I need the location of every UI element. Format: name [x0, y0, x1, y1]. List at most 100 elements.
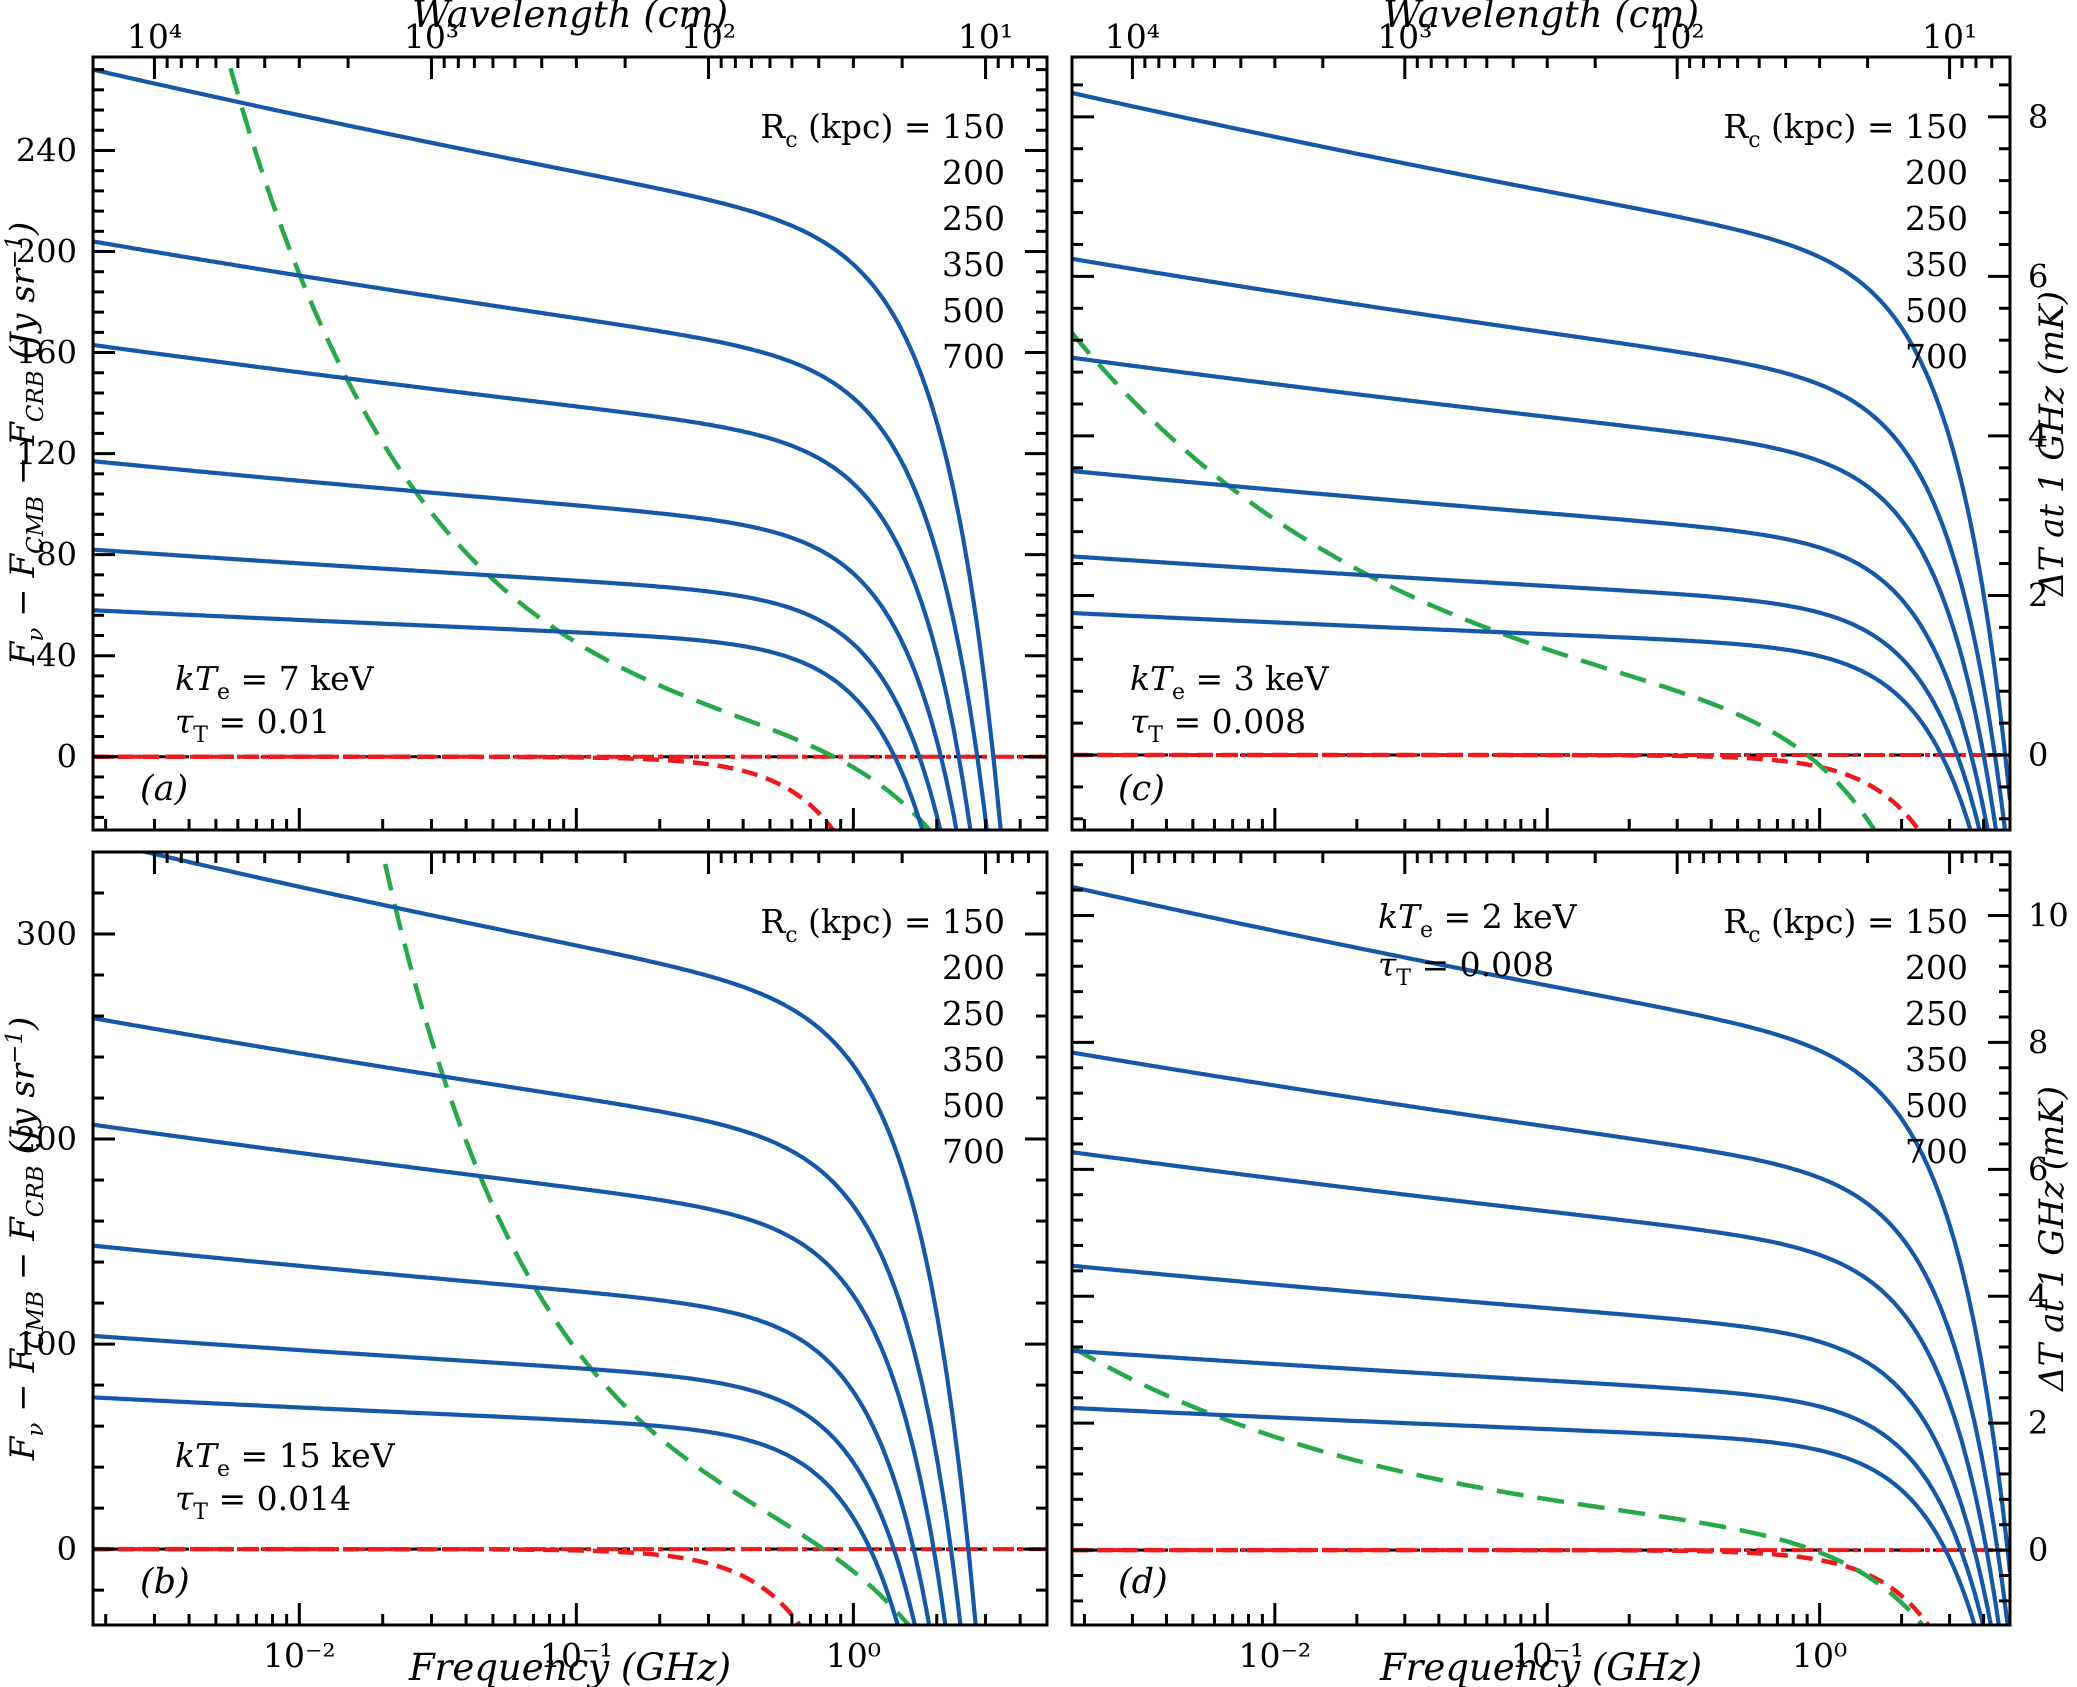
- blue-curve-rc-500: [93, 1333, 918, 1625]
- blue-curve-rc-700: [1072, 610, 1973, 830]
- wavelength-tick-label: 10⁴: [1105, 17, 1160, 56]
- curves-d: [1072, 884, 2010, 1625]
- y-tick-label: 6: [2028, 1150, 2048, 1188]
- red-dashed-curve: [1072, 752, 1922, 830]
- legend-rc-value: 350: [1905, 1040, 1968, 1079]
- y-tick-label: 0: [2028, 736, 2048, 774]
- legend-rc-value: 200: [942, 153, 1005, 192]
- legend-rc-value: 250: [1905, 994, 1968, 1033]
- y-tick-label: 10: [2028, 896, 2069, 934]
- y-tick-label: 200: [16, 233, 77, 271]
- y-tick-label: 4: [2028, 1277, 2048, 1315]
- frequency-tick-label: 10⁰: [1792, 1636, 1847, 1675]
- blue-curve-rc-200: [1072, 256, 2008, 830]
- wavelength-tick-label: 10³: [404, 17, 459, 56]
- red-dashed-curve: [93, 1546, 803, 1625]
- annotation-tau-b: τT = 0.014: [175, 1479, 351, 1525]
- blue-curve-rc-150: [93, 67, 1003, 830]
- blue-curve-rc-250: [93, 342, 973, 830]
- legend-rc-value: 700: [1905, 1132, 1968, 1171]
- blue-curve-rc-200: [93, 1016, 963, 1625]
- y-tick-label: 0: [2028, 1531, 2048, 1569]
- legend-rc-title: Rc (kpc) = 150: [760, 107, 1005, 153]
- wavelength-tick-label: 10³: [1377, 17, 1432, 56]
- blue-curve-rc-250: [1072, 355, 1999, 830]
- flux-axis-title-bottom: Fν − FCMB − FCRB (Jy sr−1): [2, 1017, 49, 1461]
- legend-rc-value: 500: [1905, 1086, 1968, 1125]
- blue-curve-rc-350: [93, 459, 959, 830]
- ticks-c: [1072, 57, 2010, 830]
- frequency-tick-label: 10⁻¹: [1511, 1636, 1584, 1675]
- y-tick-label: 0: [57, 1530, 77, 1568]
- y-tick-label: 40: [36, 637, 77, 675]
- curves-b: [93, 852, 1047, 1625]
- y-tick-label: 8: [2028, 98, 2048, 136]
- blue-curve-rc-350: [1072, 1263, 1993, 1625]
- blue-curve-rc-700: [1072, 1405, 1977, 1625]
- legend-rc-value: 200: [942, 948, 1005, 987]
- wavelength-axis-title-left: Wavelength (cm): [412, 0, 728, 36]
- frequency-axis-title-left: Frequency (GHz): [408, 1646, 731, 1687]
- legend-rc-title: Rc (kpc) = 150: [760, 902, 1005, 948]
- blue-curve-rc-350: [1072, 468, 1990, 830]
- legend-rc-value: 350: [942, 1040, 1005, 1079]
- annotation-tau-d: τT = 0.008: [1378, 945, 1554, 991]
- panel-frame-b: [91, 850, 1049, 1627]
- y-tick-label: 80: [36, 536, 77, 574]
- legend-rc-value: 250: [942, 199, 1005, 238]
- legend-rc-value: 700: [1905, 337, 1968, 376]
- blue-curve-rc-500: [93, 547, 943, 830]
- annotation-kTe-a: kTe = 7 keV: [175, 659, 375, 705]
- frequency-axis-title-right: Frequency (GHz): [1379, 1646, 1702, 1687]
- legend-rc-title: Rc (kpc) = 150: [1723, 902, 1968, 948]
- y-tick-label: 240: [16, 131, 77, 169]
- legend-rc-value: 200: [1905, 948, 1968, 987]
- wavelength-tick-label: 10²: [681, 17, 736, 56]
- deltaT-axis-title-top: ΔT at 1 GHz (mK): [2032, 291, 2072, 598]
- wavelength-tick-label: 10¹: [958, 17, 1013, 56]
- frequency-tick-label: 10⁻¹: [540, 1636, 613, 1675]
- red-dashed-curve: [93, 754, 836, 830]
- curves-c: [1072, 90, 2010, 830]
- green-long-dashed-curve: [1072, 331, 1878, 830]
- y-tick-label: 2: [2028, 1404, 2048, 1442]
- panel-label-a: (a): [140, 769, 188, 809]
- blue-curve-rc-350: [93, 1243, 932, 1625]
- legend-rc-value: 700: [942, 1132, 1005, 1171]
- blue-curve-rc-200: [1072, 1050, 2010, 1625]
- frequency-tick-label: 10⁻²: [263, 1636, 336, 1675]
- wavelength-axis-title-right: Wavelength (cm): [1383, 0, 1699, 36]
- deltaT-axis-title-bottom: ΔT at 1 GHz (mK): [2032, 1086, 2072, 1393]
- blue-curve-rc-500: [1072, 1348, 1986, 1625]
- panel-frame-c: [1070, 55, 2012, 832]
- wavelength-tick-label: 10⁴: [127, 17, 182, 56]
- blue-curve-rc-700: [93, 608, 925, 830]
- panel-label-c: (c): [1118, 769, 1165, 809]
- blue-curve-rc-500: [1072, 554, 1982, 830]
- blue-curve-rc-250: [1072, 1150, 2001, 1625]
- blue-curve-rc-150: [1072, 884, 2010, 1573]
- frequency-tick-label: 10⁻²: [1239, 1636, 1312, 1675]
- blue-curve-rc-150: [1072, 90, 2010, 801]
- ticks-d: [1072, 852, 2010, 1625]
- y-tick-label: 6: [2028, 257, 2048, 295]
- y-tick-label: 2: [2028, 576, 2048, 614]
- y-tick-label: 8: [2028, 1023, 2048, 1061]
- annotation-kTe-b: kTe = 15 keV: [175, 1436, 396, 1482]
- y-tick-label: 4: [2028, 417, 2048, 455]
- panel-frame-a: [91, 55, 1049, 832]
- panel-label-b: (b): [140, 1562, 190, 1602]
- legend-rc-value: 500: [942, 1086, 1005, 1125]
- legend-rc-value: 250: [1905, 199, 1968, 238]
- panel-label-d: (d): [1118, 1562, 1168, 1602]
- annotation-tau-a: τT = 0.01: [175, 702, 330, 748]
- legend-rc-value: 350: [942, 245, 1005, 284]
- flux-axis-title-top: Fν − FCMB − FCRB (Jy sr−1): [2, 222, 49, 666]
- y-tick-label: 0: [57, 738, 77, 776]
